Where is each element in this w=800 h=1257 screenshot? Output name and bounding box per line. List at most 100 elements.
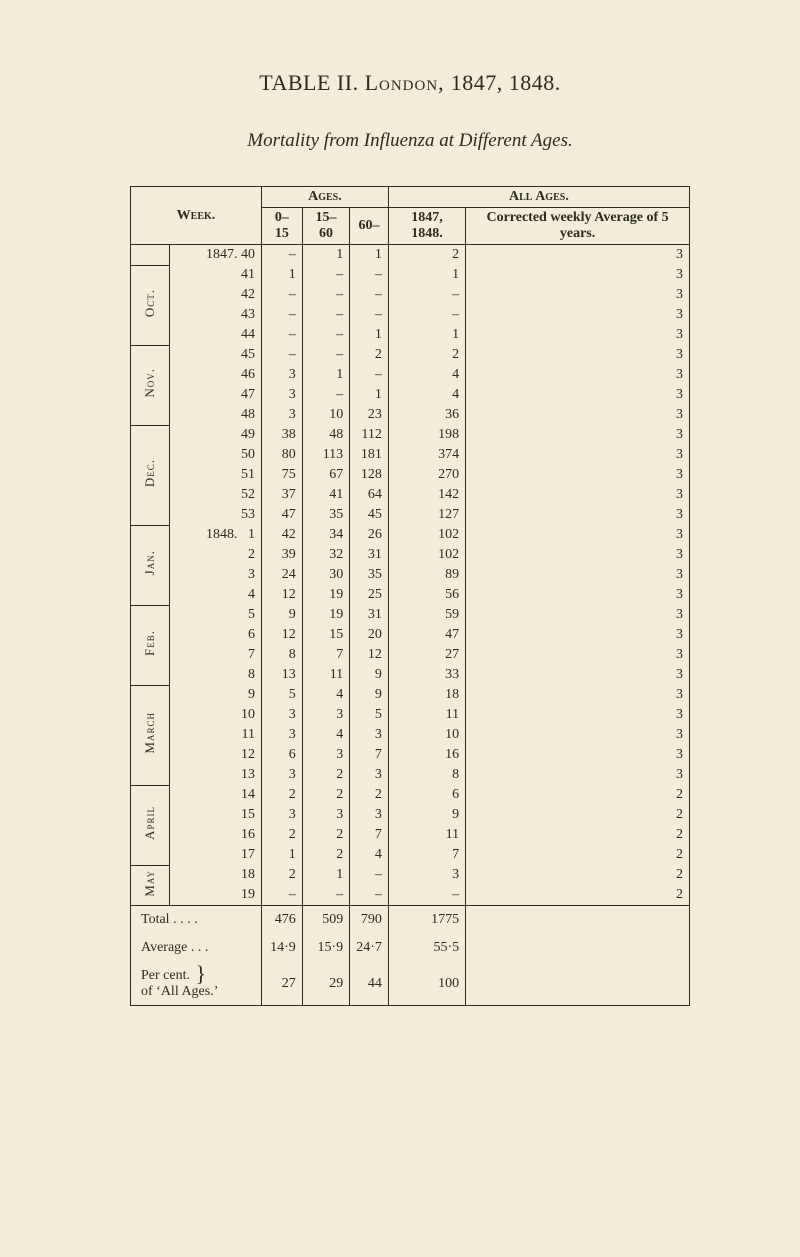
week-label: 1847. 40 xyxy=(170,245,262,266)
week-label: 16 xyxy=(170,825,262,845)
cell: 1 xyxy=(261,845,302,865)
cell: 2 xyxy=(261,825,302,845)
cell: 32 xyxy=(302,545,349,565)
week-label: 41 xyxy=(170,265,262,285)
cell: – xyxy=(350,865,389,885)
cell: 1 xyxy=(302,865,349,885)
month-label: May xyxy=(142,870,158,897)
month-cell: April xyxy=(131,785,170,865)
month-cell: March xyxy=(131,685,170,785)
cell: – xyxy=(302,305,349,325)
cell: – xyxy=(388,305,465,325)
cell: 3 xyxy=(302,745,349,765)
cell: 24 xyxy=(261,565,302,585)
table-row: 11343103 xyxy=(131,725,690,745)
cell: 35 xyxy=(302,505,349,525)
table-row: 78712273 xyxy=(131,645,690,665)
month-label: Dec. xyxy=(142,459,158,487)
cell: 8 xyxy=(261,645,302,665)
week-label: 19 xyxy=(170,885,262,906)
cell: 37 xyxy=(261,485,302,505)
cell: – xyxy=(388,885,465,906)
table-row: 42––––3 xyxy=(131,285,690,305)
week-label: 17 xyxy=(170,845,262,865)
cell: 102 xyxy=(388,525,465,545)
cell: 3 xyxy=(261,705,302,725)
cell: – xyxy=(261,885,302,906)
table-row: Dec.4938481121983 xyxy=(131,425,690,445)
cell: 127 xyxy=(388,505,465,525)
col-years: 1847, 1848. xyxy=(388,208,465,245)
cell: 3 xyxy=(350,805,389,825)
cell: 2 xyxy=(466,845,690,865)
cell: 48 xyxy=(302,425,349,445)
cell: 128 xyxy=(350,465,389,485)
week-label: 9 xyxy=(170,685,262,705)
cell: 3 xyxy=(261,405,302,425)
pct-c: 44 xyxy=(350,962,389,1005)
cell: 9 xyxy=(261,605,302,625)
cell: 20 xyxy=(350,625,389,645)
cell: 7 xyxy=(350,825,389,845)
cell: – xyxy=(302,325,349,345)
cell: – xyxy=(261,325,302,345)
cell: 112 xyxy=(350,425,389,445)
cell: – xyxy=(302,265,349,285)
cell: 3 xyxy=(466,685,690,705)
cell: 1 xyxy=(350,245,389,266)
cell: 3 xyxy=(466,665,690,685)
week-label: 42 xyxy=(170,285,262,305)
pct-label: Per cent. } of ‘All Ages.’ xyxy=(131,962,262,1005)
table-row: 4121925563 xyxy=(131,585,690,605)
week-label: 14 xyxy=(170,785,262,805)
cell: 3 xyxy=(261,805,302,825)
avg-b: 15·9 xyxy=(302,934,349,962)
col-15-60: 15–60 xyxy=(302,208,349,245)
month-label: April xyxy=(142,806,158,840)
cell: 2 xyxy=(350,785,389,805)
cell: 374 xyxy=(388,445,465,465)
week-label: 5 xyxy=(170,605,262,625)
table-body: 1847. 40–1123Oct.411––1342––––343––––344… xyxy=(131,245,690,906)
cell: 3 xyxy=(466,585,690,605)
week-label: 3 xyxy=(170,565,262,585)
cell: 18 xyxy=(388,685,465,705)
cell: 36 xyxy=(388,405,465,425)
table-row: May1821–32 xyxy=(131,865,690,885)
cell: 1 xyxy=(350,325,389,345)
page-title: TABLE II. London, 1847, 1848. xyxy=(110,70,710,96)
week-label: 13 xyxy=(170,765,262,785)
week-label: 44 xyxy=(170,325,262,345)
title-years: 1847, 1848. xyxy=(451,70,561,95)
percent-row: Per cent. } of ‘All Ages.’ 27 29 44 100 xyxy=(131,962,690,1005)
pct-e xyxy=(466,962,690,1005)
table-row: March9549183 xyxy=(131,685,690,705)
table-row: 19––––2 xyxy=(131,885,690,906)
cell: 7 xyxy=(350,745,389,765)
cell: 3 xyxy=(466,605,690,625)
totals-row: Total . . . . 476 509 790 1775 xyxy=(131,906,690,935)
cell: 3 xyxy=(466,765,690,785)
cell: – xyxy=(350,365,389,385)
week-label: 8 xyxy=(170,665,262,685)
table-row: 23932311023 xyxy=(131,545,690,565)
week-label: 53 xyxy=(170,505,262,525)
cell: 3 xyxy=(466,745,690,765)
week-label: 1848. 1 xyxy=(170,525,262,545)
average-row: Average . . . 14·9 15·9 24·7 55·5 xyxy=(131,934,690,962)
cell: 9 xyxy=(350,665,389,685)
cell: 7 xyxy=(388,845,465,865)
cell: 4 xyxy=(388,385,465,405)
cell: 9 xyxy=(350,685,389,705)
cell: 3 xyxy=(261,365,302,385)
week-label: 49 xyxy=(170,425,262,445)
table-row: 473–143 xyxy=(131,385,690,405)
cell: 15 xyxy=(302,625,349,645)
header-row-1: Week. Ages. All Ages. xyxy=(131,187,690,208)
pct-d: 100 xyxy=(388,962,465,1005)
cell: 3 xyxy=(466,305,690,325)
cell: 6 xyxy=(388,785,465,805)
table-row: 4831023363 xyxy=(131,405,690,425)
month-label: Feb. xyxy=(142,630,158,656)
table-row: 523741641423 xyxy=(131,485,690,505)
